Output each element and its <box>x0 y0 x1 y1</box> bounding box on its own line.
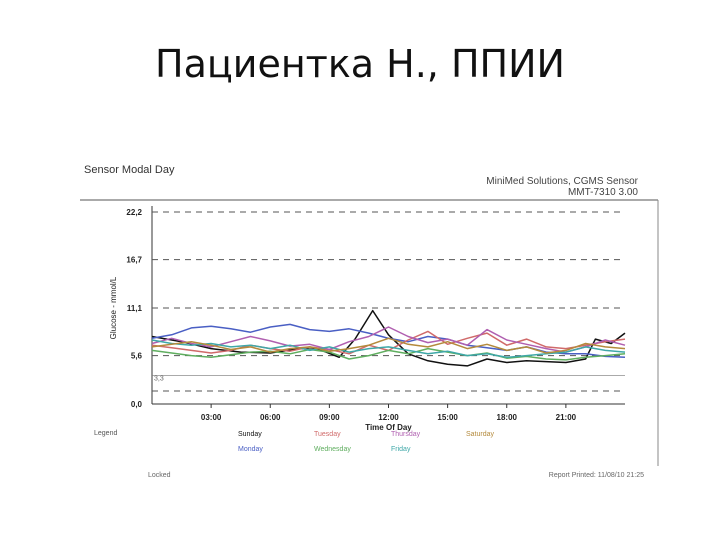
x-axis-label: Time Of Day <box>365 423 412 432</box>
x-tick-label: 12:00 <box>378 413 399 422</box>
series-line-friday <box>151 339 626 359</box>
x-tick-label: 21:00 <box>556 413 577 422</box>
legend-item-wednesday: Wednesday <box>314 446 351 453</box>
vendor-line-2: MMT-7310 3.00 <box>567 187 638 198</box>
y-tick-label: 16,7 <box>126 256 142 265</box>
x-tick-label: 18:00 <box>497 413 518 422</box>
legend-item-monday: Monday <box>238 446 263 453</box>
y-tick-label: 0,0 <box>131 400 143 409</box>
vendor-info: MiniMed Solutions, CGMS Sensor MMT-7310 … <box>486 176 638 198</box>
report-title: Sensor Modal Day <box>84 164 175 176</box>
cgms-report: Sensor Modal Day MiniMed Solutions, CGMS… <box>80 160 660 482</box>
y-tick-label: 5,6 <box>131 352 143 361</box>
slide-title: Пациентка Н., ППИИ <box>155 42 565 86</box>
legend-label: Legend <box>94 430 118 437</box>
legend-item-saturday: Saturday <box>466 431 495 438</box>
series-line-thursday <box>151 326 626 353</box>
glucose-chart: 22,2 16,7 11,1 5,6 0,0 3,3 03:00 06:00 09:00 12:0… <box>80 199 659 466</box>
legend-item-tuesday: Tuesday <box>314 431 341 438</box>
x-tick-label: 15:00 <box>437 413 458 422</box>
y-tick-label: 22,2 <box>126 208 142 217</box>
series-line-wednesday <box>151 347 626 361</box>
footer-right: Report Printed: 11/08/10 21:25 <box>548 472 644 479</box>
y-tick-label: 11,1 <box>127 304 143 313</box>
legend-item-thursday: Thursday <box>391 431 421 438</box>
legend-item-friday: Friday <box>391 446 411 453</box>
vendor-line-1: MiniMed Solutions, CGMS Sensor <box>486 176 638 187</box>
target-low-label: 3,3 <box>154 375 164 382</box>
legend-item-sunday: Sunday <box>238 431 262 438</box>
x-tick-label: 09:00 <box>319 413 340 422</box>
x-tick-label: 03:00 <box>201 413 222 422</box>
y-axis-label: Glucose - mmol/L <box>109 276 118 339</box>
series-line-sunday <box>151 309 626 367</box>
footer-left: Locked <box>148 472 171 479</box>
series-line-saturday <box>151 337 626 354</box>
x-tick-label: 06:00 <box>260 413 281 422</box>
